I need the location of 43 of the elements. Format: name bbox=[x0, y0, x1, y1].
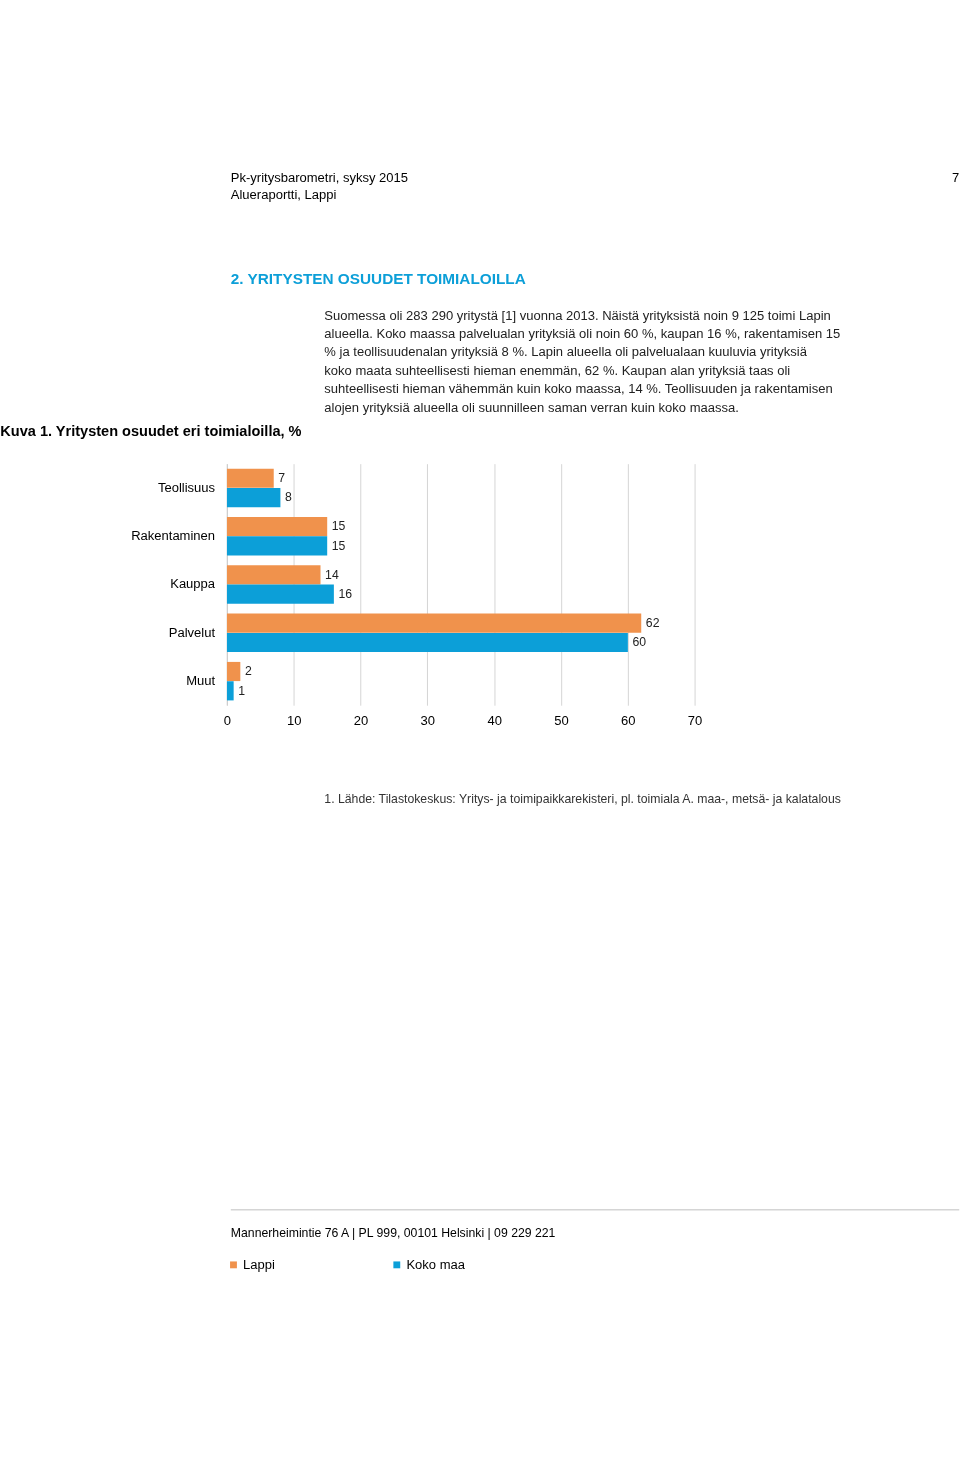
x-tick-label: 30 bbox=[420, 712, 436, 728]
x-tick-label: 20 bbox=[353, 712, 369, 728]
data-label: 14 bbox=[325, 567, 339, 582]
legend-label: Koko maa bbox=[406, 1256, 466, 1272]
bar bbox=[226, 488, 281, 508]
text: Suomessa oli 283 290 yritystä [1] vuonna 2013. Näistä yrityksistä noin 9 125 toimi Lapin alueella. Koko maassa palvelualan yrityksiä oli noin 60 %, kaupan 16 %, rakentamisen 15 % ja teollisuudenalan yrityksiä 8 %. Lapin alueella oli palvelualaan kuuluvia yrityksiä koko maata suhteellisesti hieman enemmän, 62 %. Kaupan alan yrityksiä taas oli suhteellisesti hieman vähemmän kuin koko maassa, 14 %. Teollisuuden ja rakentamisen alojen yrityksiä alueella oli suunnilleen saman verran kuin koko maassa. bbox=[324, 307, 841, 415]
text: 1. Lähde: Tilastokeskus: Yritys- ja toimipaikkarekisteri, pl. toimiala A. maa-, metsä- ja kalatalous bbox=[324, 792, 841, 807]
y-tick-label: Rakentaminen bbox=[131, 528, 216, 544]
bar bbox=[226, 632, 628, 653]
data-label: 7 bbox=[278, 471, 286, 486]
bar bbox=[226, 681, 234, 701]
data-label: 62 bbox=[645, 616, 660, 631]
bar bbox=[226, 661, 241, 682]
bar bbox=[226, 565, 321, 585]
bar bbox=[226, 613, 642, 633]
chart-title: Kuva 1. Yritysten osuudet eri toimialoilla, % bbox=[0, 423, 302, 440]
data-label: 8 bbox=[285, 490, 293, 505]
bar bbox=[226, 584, 334, 604]
legend-label: Lappi bbox=[243, 1256, 276, 1272]
data-label: 1 bbox=[238, 683, 246, 698]
y-tick-label: Kauppa bbox=[170, 576, 216, 592]
data-label: 15 bbox=[331, 538, 346, 553]
data-label: 16 bbox=[338, 587, 353, 602]
bar bbox=[226, 517, 328, 537]
x-tick-label: 60 bbox=[621, 712, 636, 728]
x-tick-label: 0 bbox=[223, 712, 231, 728]
text: 7 bbox=[951, 169, 960, 185]
data-label: 15 bbox=[331, 519, 346, 534]
bar bbox=[226, 536, 328, 556]
text: 2. YRITYSTEN OSUUDET TOIMIALOILLA bbox=[230, 270, 526, 288]
data-label: 2 bbox=[244, 664, 252, 679]
x-tick-label: 50 bbox=[554, 712, 569, 728]
x-tick-label: 70 bbox=[687, 712, 703, 728]
x-tick-label: 40 bbox=[487, 712, 502, 728]
text: Mannerheimintie 76 A | PL 999, 00101 Helsinki | 09 229 221 bbox=[230, 1225, 556, 1240]
x-tick-label: 10 bbox=[286, 712, 302, 728]
text: Pk-yritysbarometri, syksy 2015 bbox=[230, 169, 409, 185]
y-tick-label: Muut bbox=[186, 673, 216, 688]
y-tick-label: Palvelut bbox=[168, 624, 216, 640]
text: Alueraportti, Lappi bbox=[230, 187, 337, 203]
data-label: 60 bbox=[632, 635, 647, 650]
y-tick-label: Teollisuus bbox=[157, 479, 216, 495]
bar bbox=[226, 468, 274, 488]
